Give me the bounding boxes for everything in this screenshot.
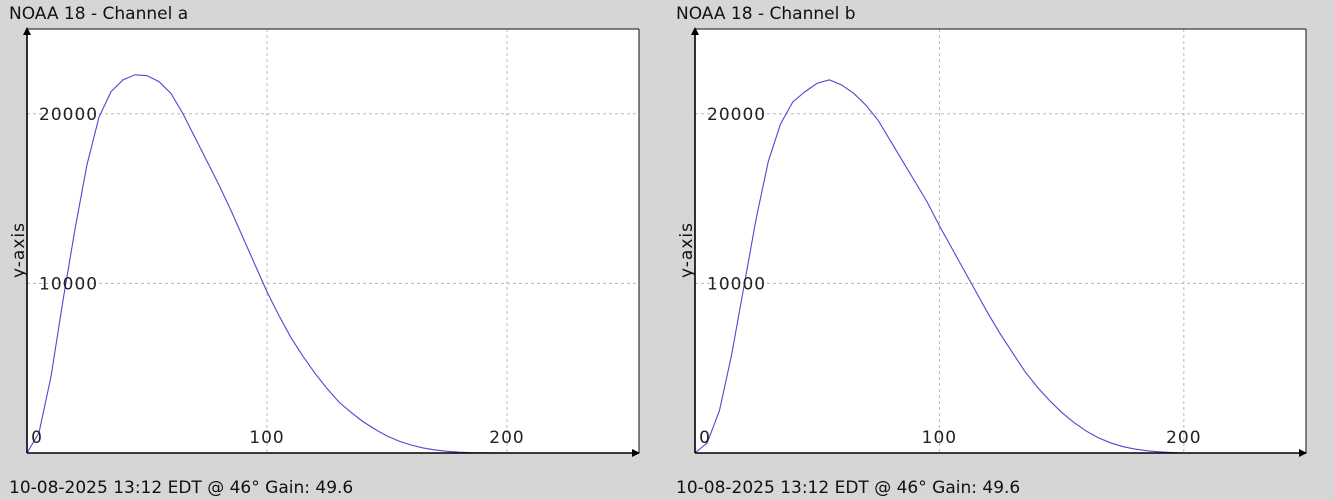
x-tick-label-100: 100 (249, 428, 284, 448)
x-tick-label-0: 0 (699, 428, 711, 448)
y-axis-label: y-axis (9, 222, 29, 278)
y-tick-label-20000: 20000 (707, 105, 766, 125)
axes (691, 27, 1307, 457)
x-tick-label-200: 200 (1166, 428, 1201, 448)
y-axis-label: y-axis (677, 222, 697, 278)
chart-title: NOAA 18 - Channel b (676, 4, 856, 24)
x-axis-arrow (1299, 449, 1307, 457)
x-tick-label-200: 200 (489, 428, 524, 448)
caption: 10-08-2025 13:12 EDT @ 46° Gain: 49.6 (9, 478, 353, 498)
plot-area (695, 29, 1306, 453)
tick-labels: 0 100 200 10000 20000 (31, 105, 524, 448)
plot-frame (27, 28, 640, 453)
plot-frame (695, 28, 1307, 453)
x-tick-label-0: 0 (31, 428, 43, 448)
y-tick-label-20000: 20000 (39, 105, 98, 125)
plot-area (27, 29, 639, 453)
series-line (694, 79, 1184, 454)
series-line (26, 74, 508, 454)
y-tick-label-10000: 10000 (707, 274, 766, 294)
y-tick-label-10000: 10000 (39, 274, 98, 294)
y-axis-arrow (23, 27, 31, 35)
x-axis-arrow (632, 449, 640, 457)
tick-labels: 0 100 200 10000 20000 (699, 105, 1201, 448)
x-tick-label-100: 100 (922, 428, 957, 448)
gridlines (27, 29, 639, 453)
caption: 10-08-2025 13:12 EDT @ 46° Gain: 49.6 (676, 478, 1020, 498)
chart-panel-channel-a: 0 100 200 10000 20000 NOAA 18 - Channel a y-… (9, 4, 640, 498)
y-axis-arrow (691, 27, 699, 35)
gridlines (695, 29, 1306, 453)
axes (23, 27, 640, 457)
chart-title: NOAA 18 - Channel a (9, 4, 188, 24)
chart-panel-channel-b: 0 100 200 10000 20000 NOAA 18 - Channel b y-… (676, 4, 1307, 498)
